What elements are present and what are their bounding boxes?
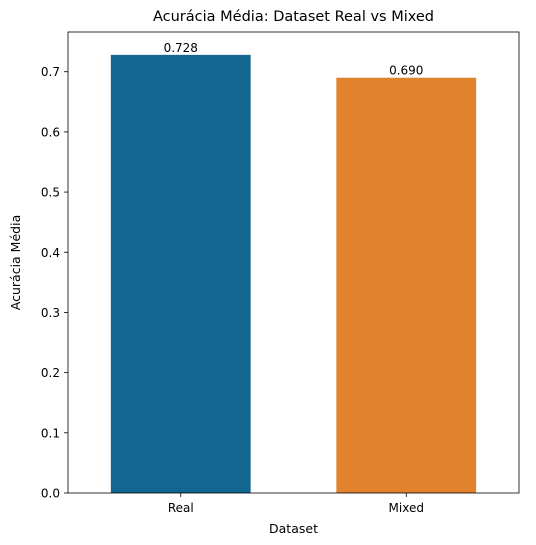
y-tick-label: 0.5: [41, 186, 60, 200]
y-tick-label: 0.3: [41, 306, 60, 320]
y-tick-label: 0.4: [41, 246, 60, 260]
y-axis-label: Acurácia Média: [8, 215, 23, 310]
x-tick-label-mixed: Mixed: [389, 501, 424, 515]
bar-mixed: [336, 78, 476, 493]
chart-title: Acurácia Média: Dataset Real vs Mixed: [153, 9, 434, 25]
value-label-real: 0.728: [164, 41, 198, 55]
x-axis-label: Dataset: [269, 521, 318, 536]
y-tick-label: 0.0: [41, 487, 60, 501]
y-tick-label: 0.7: [41, 65, 60, 79]
x-tick-label-real: Real: [168, 501, 194, 515]
y-tick-label: 0.6: [41, 125, 60, 139]
y-tick-label: 0.1: [41, 426, 60, 440]
y-tick-label: 0.2: [41, 366, 60, 380]
bar-real: [111, 55, 251, 493]
value-label-mixed: 0.690: [389, 64, 423, 78]
